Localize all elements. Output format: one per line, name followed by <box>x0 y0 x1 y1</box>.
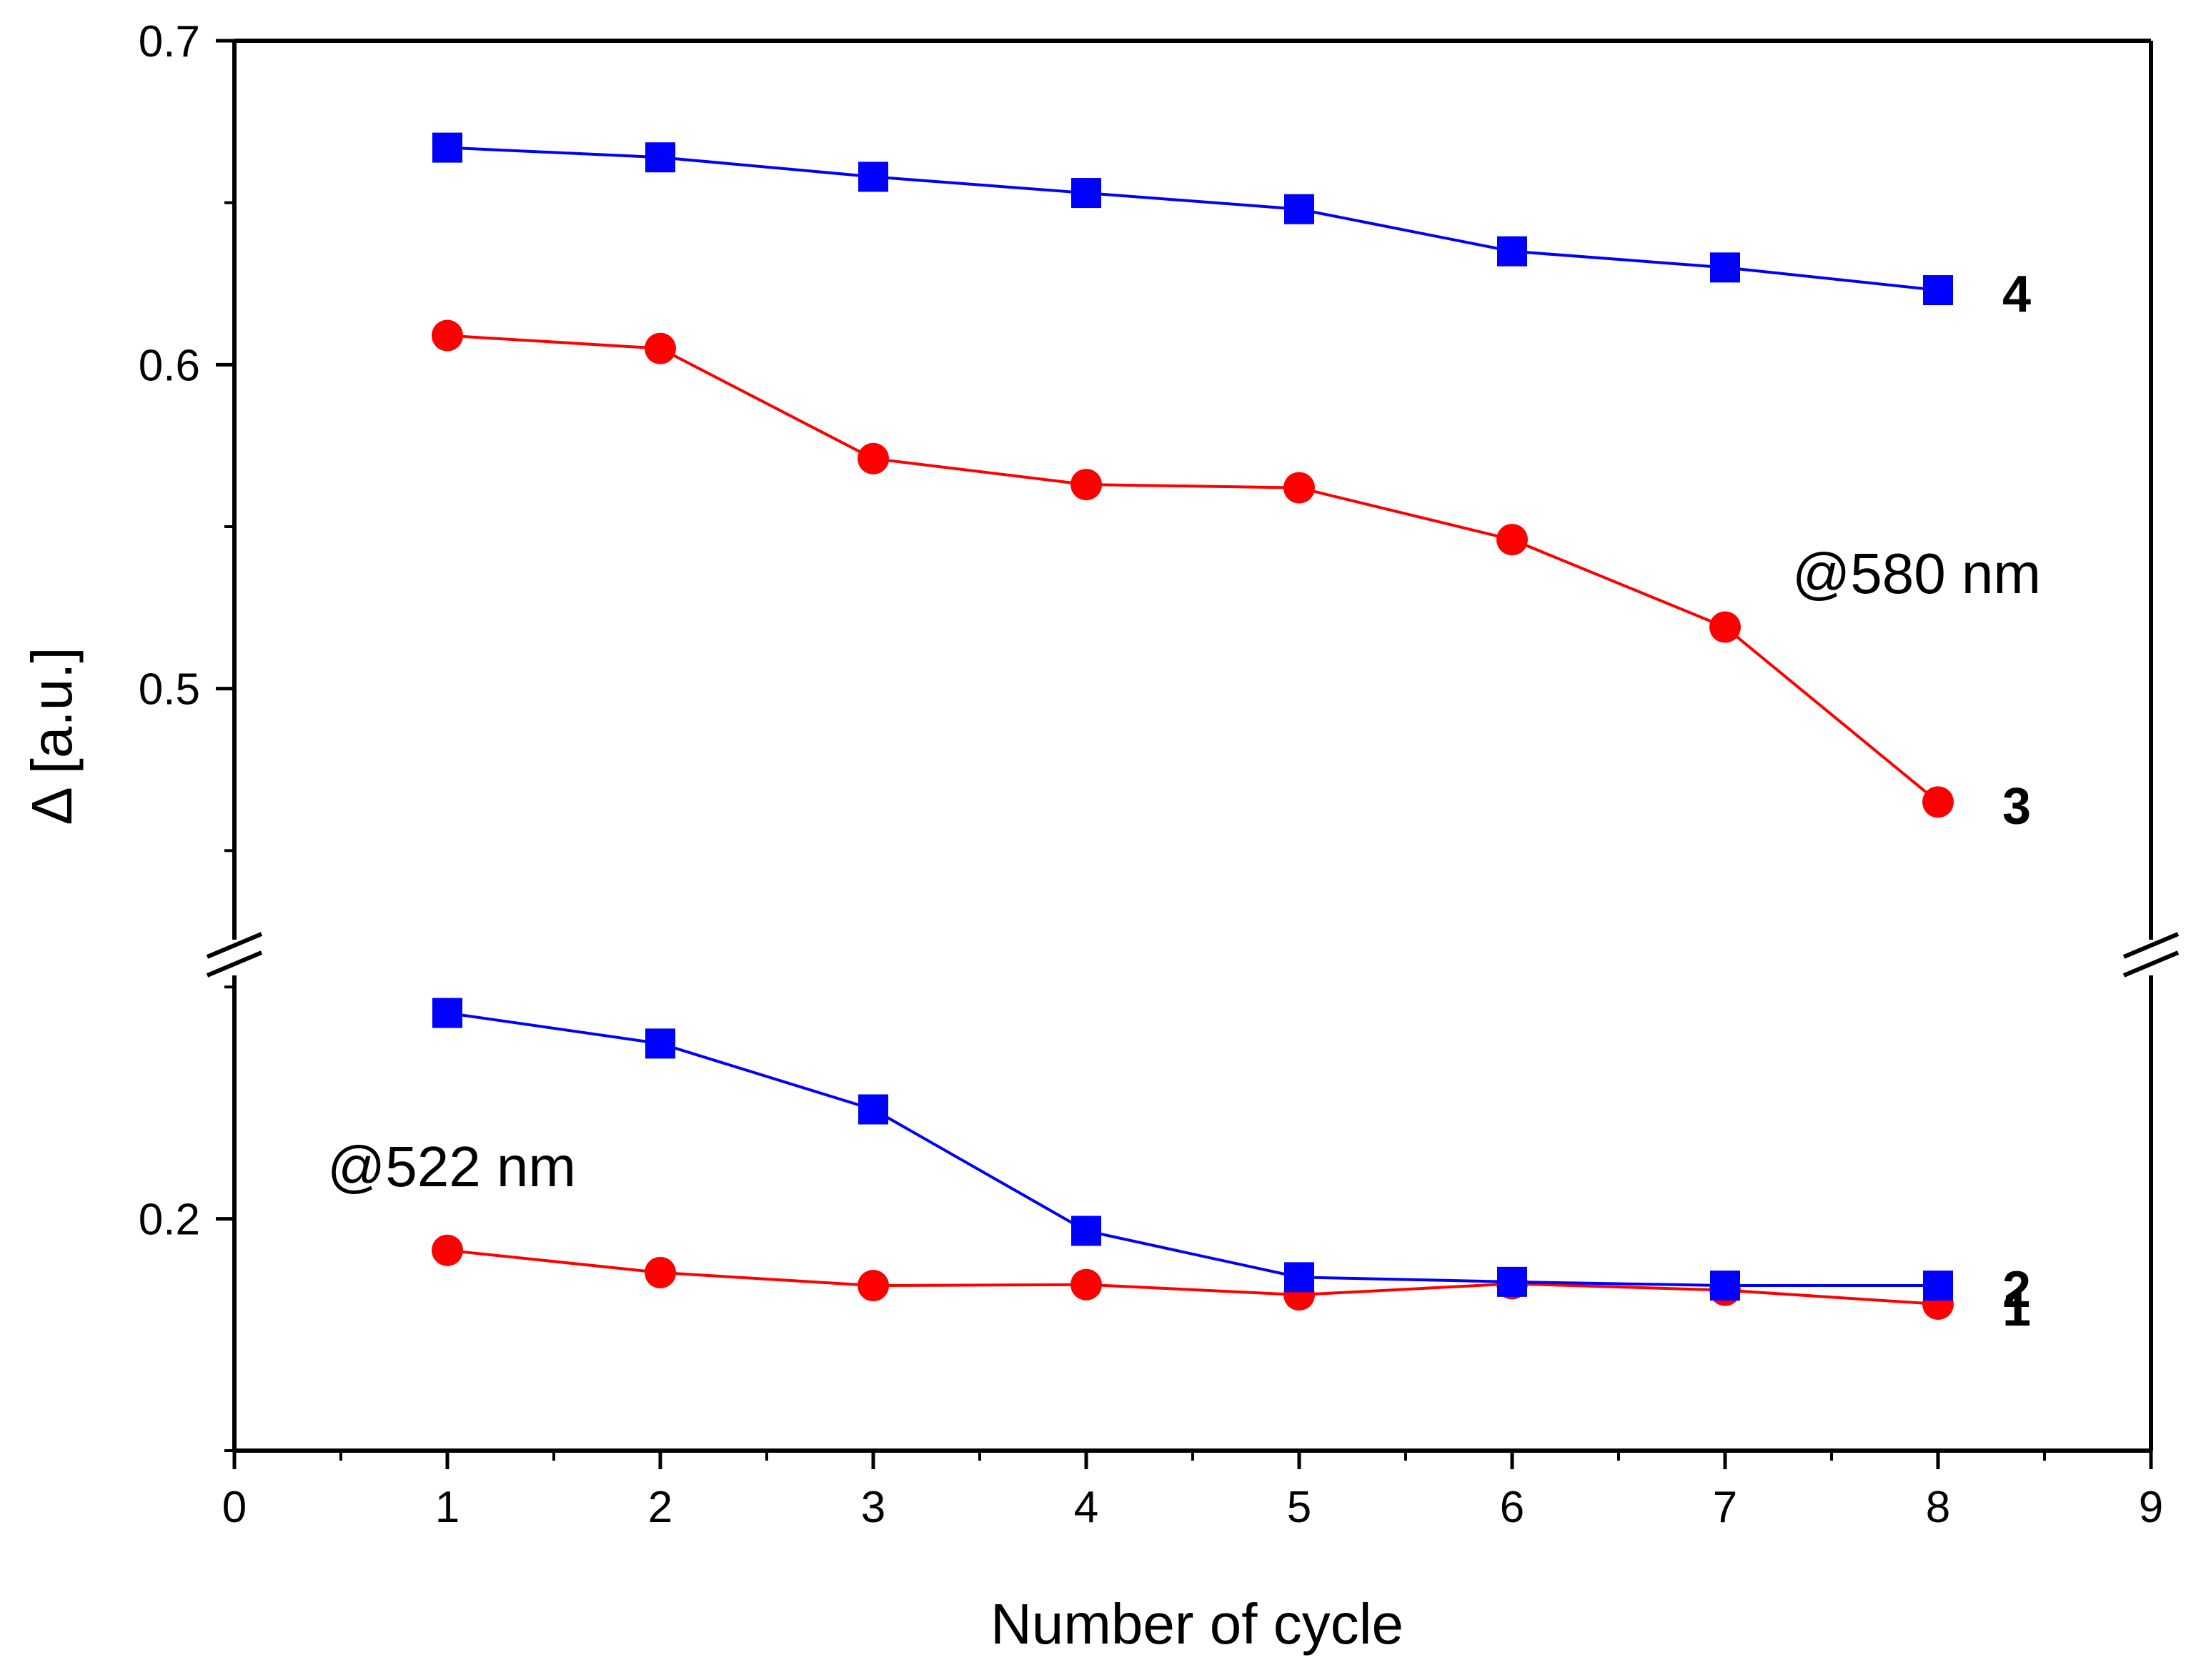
series-2-point <box>1497 1266 1527 1297</box>
series-1-point <box>432 1234 463 1266</box>
series-2-point <box>1710 1271 1740 1301</box>
x-tick-label: 6 <box>1500 1483 1524 1532</box>
series-4-point <box>645 142 675 173</box>
series-1-label: 1 <box>2002 1280 2031 1337</box>
series-2: 2 <box>432 998 2031 1318</box>
axis-ticks: 0 1 2 3 4 5 6 7 8 90.20.50.60.7 <box>139 17 2163 1532</box>
series-2-point <box>1284 1262 1314 1293</box>
series-2-point <box>1923 1271 1953 1301</box>
series-2-point <box>1071 1216 1101 1246</box>
x-axis-title: Number of cycle <box>990 1592 1403 1656</box>
axis-break-mark-right-2 <box>2122 950 2180 978</box>
series-layer: 12 3 4 <box>432 132 2031 1337</box>
series-3: 3 <box>432 319 2031 835</box>
series-3-point <box>1922 786 1954 818</box>
x-tick-label: 8 <box>1926 1483 1950 1532</box>
series-3-line <box>447 334 1939 803</box>
series-2-point <box>432 998 462 1028</box>
series-4: 4 <box>432 132 2031 323</box>
annotation-580nm: @580 nm <box>1792 542 2041 605</box>
series-3-point <box>1070 469 1102 501</box>
series-1-point <box>1070 1268 1102 1301</box>
series-3-point <box>858 442 889 474</box>
y-tick-label: 0.6 <box>139 341 200 390</box>
series-4-point <box>1710 252 1740 283</box>
axis-break-mark-left-2 <box>206 950 263 978</box>
axis-break-mark-left-1 <box>206 932 263 959</box>
annotation-522nm: @522 nm <box>327 1135 576 1198</box>
series-4-point <box>1284 194 1314 224</box>
x-tick-label: 1 <box>435 1483 459 1532</box>
series-2-point <box>645 1028 675 1059</box>
x-tick-label: 3 <box>861 1483 885 1532</box>
series-4-point <box>858 161 888 192</box>
series-4-point <box>1497 236 1527 267</box>
series-3-point <box>432 319 463 352</box>
series-4-label: 4 <box>2002 266 2031 323</box>
series-4-point <box>1071 178 1101 209</box>
x-tick-label: 0 <box>222 1483 247 1532</box>
x-tick-label: 5 <box>1287 1483 1311 1532</box>
axis-break-mark-right-1 <box>2122 932 2180 959</box>
y-tick-label: 0.7 <box>139 17 200 66</box>
series-2-line <box>447 1011 1938 1288</box>
series-3-point <box>645 332 676 364</box>
y-tick-label: 0.2 <box>139 1196 200 1245</box>
series-4-point <box>1923 275 1953 306</box>
series-2-label: 2 <box>2002 1261 2031 1318</box>
y-tick-label: 0.5 <box>139 665 200 715</box>
x-tick-label: 7 <box>1713 1483 1737 1532</box>
y-axis-title: Δ [a.u.] <box>20 647 84 825</box>
series-1-line <box>447 1248 1939 1306</box>
series-4-point <box>432 132 462 163</box>
series-3-point <box>1496 524 1528 556</box>
x-tick-label: 9 <box>2139 1483 2163 1532</box>
series-3-label: 3 <box>2002 777 2031 835</box>
series-1-point <box>645 1256 676 1288</box>
plot-frame <box>206 39 2180 1453</box>
series-3-point <box>1283 472 1315 504</box>
series-4-line <box>447 146 1939 292</box>
x-tick-label: 4 <box>1074 1483 1098 1532</box>
series-3-point <box>1709 611 1741 643</box>
series-1-point <box>858 1270 889 1302</box>
x-tick-label: 2 <box>648 1483 672 1532</box>
series-2-point <box>858 1094 888 1125</box>
